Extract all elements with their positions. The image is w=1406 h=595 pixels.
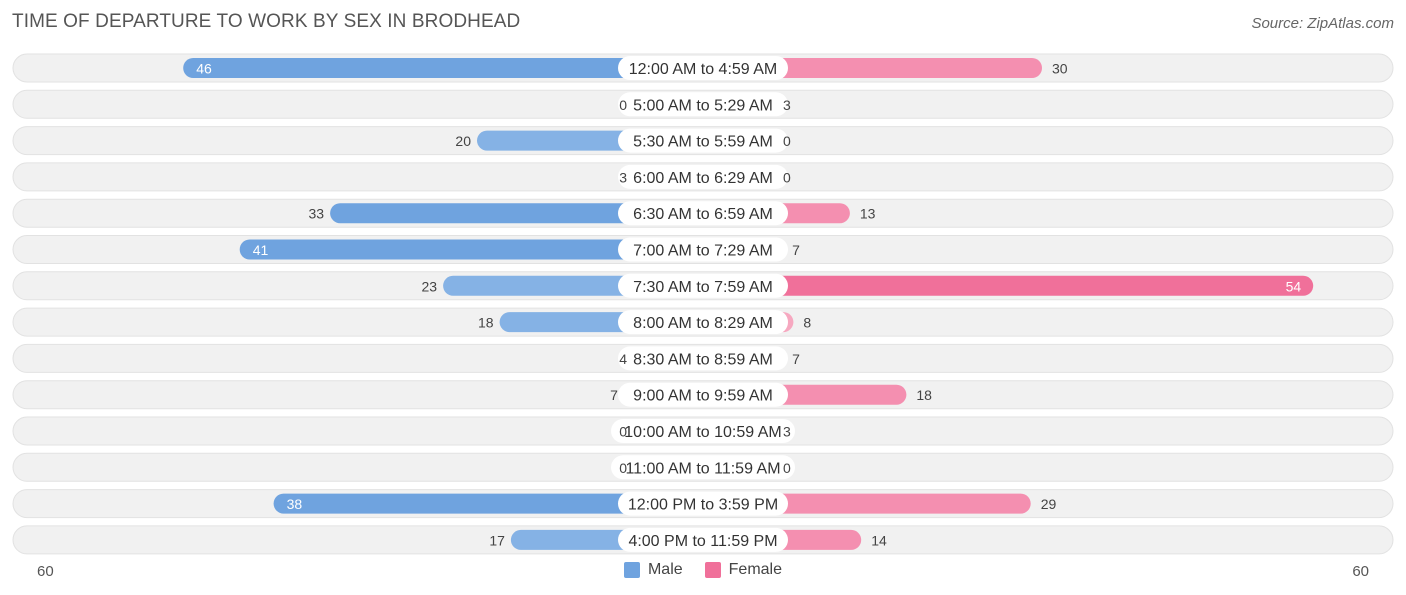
category-pill	[618, 128, 788, 153]
chart-row: 11:00 AM to 11:59 AM0 0	[12, 452, 1394, 482]
chart-row: 6:00 AM to 6:29 AM 3 0	[12, 162, 1394, 192]
category-label: 7:00 AM to 7:29 AM	[633, 243, 773, 260]
legend-swatch-male	[623, 562, 640, 578]
category-label: 8:00 AM to 8:29 AM	[633, 315, 773, 332]
male-value-label: 17	[489, 532, 505, 548]
category-pill	[618, 201, 788, 226]
category-pill	[618, 273, 788, 298]
category-label: 5:30 AM to 5:59 AM	[633, 134, 773, 151]
chart-row: 8:00 AM to 8:29 AM 18 8	[12, 307, 1394, 337]
male-value-label: 38	[287, 496, 303, 512]
category-label: 6:00 AM to 6:29 AM	[633, 170, 773, 187]
female-value-label: 54	[1286, 278, 1302, 294]
female-value-label: 0	[783, 169, 791, 185]
chart-row: 4:00 PM to 11:59 PM 17 14	[12, 525, 1394, 555]
male-value-label: 20	[455, 133, 471, 149]
male-value-label: 4	[619, 351, 627, 367]
female-value-label: 29	[1041, 496, 1057, 512]
category-label: 10:00 AM to 10:59 AM	[624, 424, 781, 441]
male-value-label: 0	[619, 460, 627, 476]
category-pill	[618, 92, 788, 117]
category-pill	[618, 56, 788, 80]
male-value-label: 41	[253, 242, 269, 258]
chart-row: 8:30 AM to 8:59 AM 4 7	[12, 343, 1394, 373]
legend-label-male: Male	[647, 561, 683, 578]
source-label: Source: ZipAtlas.com	[1251, 15, 1394, 32]
category-label: 11:00 AM to 11:59 AM	[625, 460, 780, 477]
category-pill	[611, 455, 795, 480]
legend-label-female: Female	[728, 561, 783, 578]
chart-row: 7:00 AM to 7:29 AM 41 7	[12, 235, 1394, 264]
female-value-label: 30	[1052, 61, 1068, 77]
category-label: 9:00 AM to 9:59 AM	[633, 388, 773, 405]
female-value-label: 7	[792, 242, 800, 258]
category-pill	[618, 491, 788, 516]
female-value-label: 18	[916, 387, 932, 403]
category-pill	[611, 419, 795, 443]
female-value-label: 13	[860, 206, 876, 222]
female-value-label: 0	[783, 460, 791, 476]
category-label: 6:30 AM to 6:59 AM	[633, 206, 773, 223]
category-pill	[618, 527, 788, 552]
category-label: 8:30 AM to 8:59 AM	[633, 351, 773, 368]
legend: Male Female	[0, 561, 1406, 579]
legend-item-female: Female	[704, 561, 783, 579]
male-value-label: 33	[309, 206, 325, 222]
category-pill	[618, 310, 788, 335]
category-pill	[618, 164, 788, 189]
male-value-label: 3	[619, 169, 627, 185]
male-bar	[239, 239, 713, 260]
axis-right-label: 60	[1352, 563, 1369, 580]
male-bar	[330, 203, 713, 224]
legend-item-male: Male	[623, 561, 683, 579]
category-pill	[618, 346, 788, 371]
male-value-label: 7	[610, 387, 618, 403]
male-bar	[273, 493, 713, 514]
category-label: 12:00 PM to 3:59 PM	[628, 497, 778, 514]
female-value-label: 14	[871, 532, 887, 548]
category-label: 4:00 PM to 11:59 PM	[628, 533, 777, 550]
female-value-label: 7	[792, 351, 800, 367]
male-value-label: 46	[196, 61, 212, 77]
female-bar	[693, 275, 1314, 296]
chart-row: 5:00 AM to 5:29 AM 0 3	[12, 89, 1394, 119]
male-value-label: 0	[619, 97, 627, 113]
chart-row: 12:00 AM to 4:59 AM 46 30	[12, 53, 1394, 83]
category-label: 12:00 AM to 4:59 AM	[629, 61, 778, 78]
male-value-label: 18	[478, 315, 494, 331]
male-value-label: 23	[422, 278, 438, 294]
category-label: 7:30 AM to 7:59 AM	[633, 279, 773, 296]
chart-title: TIME OF DEPARTURE TO WORK BY SEX IN BROD…	[12, 11, 521, 32]
male-value-label: 0	[619, 424, 627, 440]
chart-row: 6:30 AM to 6:59 AM 33 13	[12, 198, 1394, 228]
legend-swatch-female	[704, 562, 721, 578]
male-bar	[183, 58, 713, 78]
female-value-label: 3	[783, 424, 791, 440]
chart-row: 9:00 AM to 9:59 AM 7 18	[12, 380, 1394, 410]
chart-row: 5:30 AM to 5:59 AM 20 0	[12, 126, 1394, 156]
chart-row: 10:00 AM to 10:59 AM0 3	[12, 416, 1394, 446]
category-pill	[618, 382, 788, 407]
axis-left-label: 60	[37, 563, 54, 580]
chart-row: 7:30 AM to 7:59 AM 23 54	[12, 271, 1394, 301]
female-value-label: 3	[783, 97, 791, 113]
category-label: 5:00 AM to 5:29 AM	[633, 97, 773, 114]
female-value-label: 0	[783, 133, 791, 149]
female-value-label: 8	[803, 315, 811, 331]
category-pill	[618, 237, 788, 262]
chart-row: 12:00 PM to 3:59 PM 38 29	[12, 489, 1394, 519]
